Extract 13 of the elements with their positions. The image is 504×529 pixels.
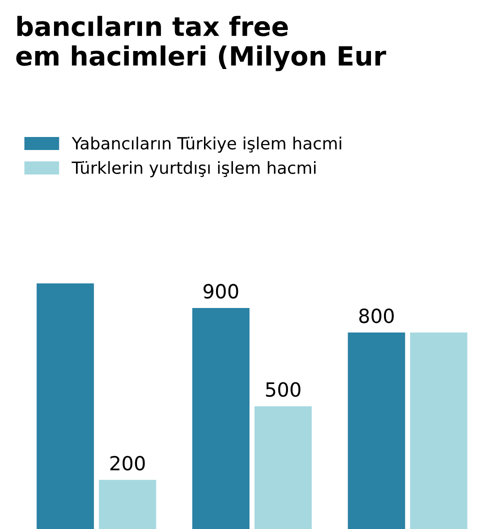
bar [348,332,406,529]
data-label: 900 [204,284,238,299]
bar [254,406,312,529]
bar [410,332,468,529]
bar [36,283,94,529]
bar [192,308,250,529]
legend-label: Yabancıların Türkiye işlem hacmi [72,136,342,153]
chart-title: bancıların tax free em hacimleri (Milyon Eur [16,16,386,72]
legend-label: Türklerin yurtdışı işlem hacmi [72,161,316,178]
data-label: 800 [359,308,394,324]
data-label: 500 [266,382,300,397]
bar [98,480,156,529]
data-label: 200 [110,456,145,471]
